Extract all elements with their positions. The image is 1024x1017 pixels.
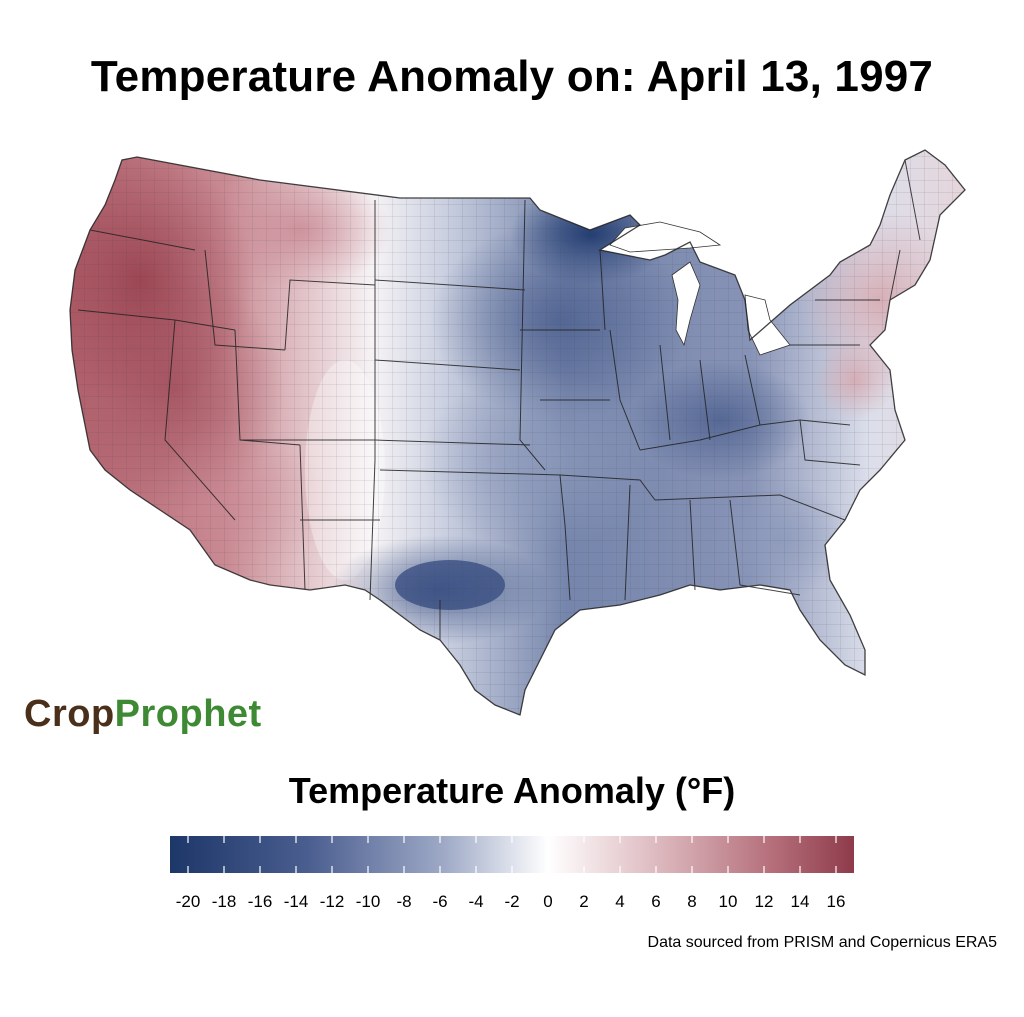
lake-superior-shape [609, 221, 722, 253]
data-source-caption: Data sourced from PRISM and Copernicus E… [647, 934, 997, 951]
legend-tick-label: -2 [504, 892, 519, 911]
map-title: Temperature Anomaly on: April 13, 1997 [90, 52, 934, 101]
legend-tick-label: 14 [791, 892, 810, 911]
legend-tick-label: -4 [468, 892, 483, 911]
logo-text-prophet: Prophet [114, 693, 262, 735]
legend-tick-label: 2 [579, 892, 588, 911]
legend-tick-label: 12 [755, 892, 774, 911]
legend-tick-label: 16 [827, 892, 846, 911]
legend-tick-label: 4 [615, 892, 624, 911]
legend-tick-label: -12 [320, 892, 345, 911]
legend-tick-label: -16 [248, 892, 273, 911]
legend-tick-label: -14 [284, 892, 309, 911]
legend-tick-label: -20 [176, 892, 201, 911]
legend-tick-label: -6 [432, 892, 447, 911]
legend-tick-label: -10 [356, 892, 381, 911]
state-borders [69, 149, 966, 716]
legend-tick-label: -8 [396, 892, 411, 911]
cropprophet-logo: CropProphet [24, 693, 262, 736]
legend-tick-label: 10 [719, 892, 738, 911]
legend-title: Temperature Anomaly (°F) [288, 770, 736, 811]
legend-ticks: -20 -18 -16 -14 -12 -10 -8 -6 -4 -2 0 2 4 6 8 10 12 14 16 [176, 836, 846, 911]
logo-text-crop: Crop [24, 693, 115, 735]
legend-tick-label: 6 [651, 892, 660, 911]
legend-tick-label: 0 [543, 892, 552, 911]
legend-tick-label: -18 [212, 892, 237, 911]
legend-tick-label: 8 [687, 892, 696, 911]
lake-michigan-shape [671, 261, 701, 347]
